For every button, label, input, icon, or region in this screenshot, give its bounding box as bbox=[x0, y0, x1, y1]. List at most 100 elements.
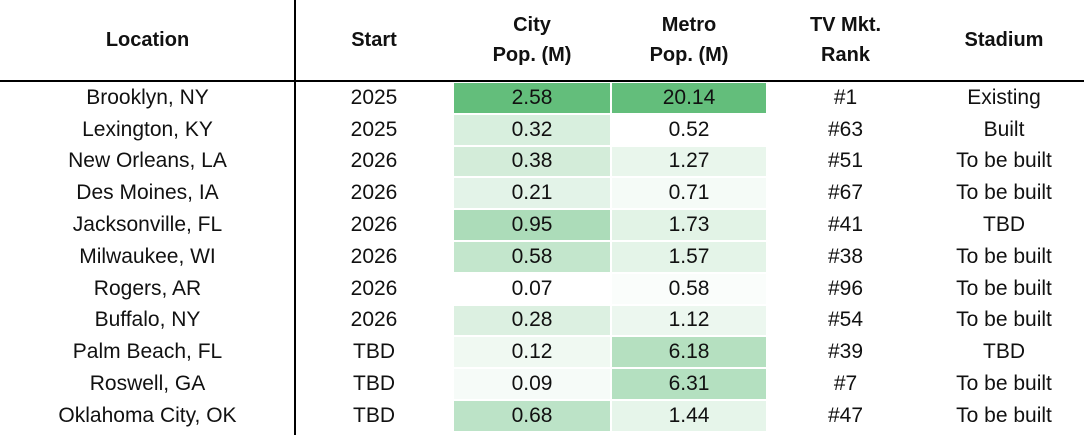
table-cell: 2026 bbox=[350, 244, 398, 268]
table-cell: 2025 bbox=[350, 85, 398, 109]
heat-fill bbox=[612, 369, 766, 399]
table-cell: #51 bbox=[827, 149, 864, 173]
table-cell: Rogers, AR bbox=[93, 276, 202, 300]
header-cell: TV Mkt. Rank bbox=[767, 0, 924, 80]
table-cell: #39 bbox=[827, 340, 864, 364]
table-cell: 6.18 bbox=[668, 340, 710, 364]
table-cell: To be built bbox=[956, 372, 1052, 396]
table-cell: Jacksonville, FL bbox=[72, 213, 223, 237]
table-cell: #67 bbox=[827, 181, 864, 205]
table-cell: Milwaukee, WI bbox=[79, 244, 216, 268]
table-cell: #96 bbox=[827, 276, 864, 300]
header-cell: Metro Pop. (M) bbox=[611, 0, 767, 80]
header-text: City bbox=[513, 14, 551, 36]
table-cell: 2026 bbox=[350, 213, 398, 237]
table-cell: Palm Beach, FL bbox=[72, 340, 223, 364]
table-cell: TBD bbox=[983, 213, 1025, 237]
heat-fill bbox=[612, 242, 766, 272]
table-cell: Roswell, GA bbox=[89, 372, 206, 396]
heat-fill bbox=[454, 242, 610, 272]
header-text: Metro bbox=[661, 14, 717, 36]
table-cell: 6.31 bbox=[668, 372, 710, 396]
heat-fill bbox=[454, 369, 610, 399]
heat-fill bbox=[612, 114, 766, 145]
table-cell: 1.57 bbox=[668, 244, 710, 268]
table-cell: 0.52 bbox=[668, 117, 710, 141]
table-cell: 0.38 bbox=[511, 149, 553, 173]
table-cell: 0.21 bbox=[511, 181, 553, 205]
table-cell: 20.14 bbox=[662, 85, 716, 109]
heat-fill bbox=[454, 337, 610, 368]
header-cell: City Pop. (M) bbox=[453, 0, 611, 80]
table-cell: #47 bbox=[827, 403, 864, 427]
header-cell: Location bbox=[0, 0, 295, 80]
table-cell: 1.44 bbox=[668, 403, 710, 427]
table-cell: 0.12 bbox=[511, 340, 553, 364]
table-cell: 0.71 bbox=[668, 181, 710, 205]
table-cell: 0.58 bbox=[668, 276, 710, 300]
table-cell: TBD bbox=[353, 403, 395, 427]
heat-fill bbox=[454, 178, 610, 209]
table-cell: Des Moines, IA bbox=[76, 181, 219, 205]
table-cell: 2026 bbox=[350, 276, 398, 300]
table-cell: To be built bbox=[956, 149, 1052, 173]
heat-fill bbox=[454, 114, 610, 145]
table-cell: Built bbox=[983, 117, 1025, 141]
heat-fill bbox=[612, 178, 766, 209]
table-cell: 1.73 bbox=[668, 213, 710, 237]
table-cell: Buffalo, NY bbox=[94, 308, 201, 332]
table-cell: #38 bbox=[827, 244, 864, 268]
table-cell: To be built bbox=[956, 181, 1052, 205]
table-cell: Existing bbox=[967, 85, 1041, 109]
table-cell: Lexington, KY bbox=[82, 117, 213, 141]
table-cell: #7 bbox=[833, 372, 858, 396]
heat-fill bbox=[454, 146, 610, 177]
table-cell: 0.95 bbox=[511, 213, 553, 237]
table-cell: 1.27 bbox=[668, 149, 710, 173]
header-text: TV Mkt. bbox=[809, 14, 882, 36]
table-cell: 0.58 bbox=[511, 244, 553, 268]
heat-fill bbox=[454, 401, 610, 431]
table-cell: 0.32 bbox=[511, 117, 553, 141]
table-cell: 0.68 bbox=[511, 403, 553, 427]
table-cell: To be built bbox=[956, 308, 1052, 332]
table-cell: #54 bbox=[827, 308, 864, 332]
heat-fill bbox=[454, 273, 610, 304]
header-text: Location bbox=[105, 29, 190, 51]
table-cell: Oklahoma City, OK bbox=[58, 403, 237, 427]
table-cell: 2026 bbox=[350, 308, 398, 332]
table-cell: To be built bbox=[956, 244, 1052, 268]
table-cell: TBD bbox=[353, 340, 395, 364]
heat-fill bbox=[612, 305, 766, 336]
table-cell: 0.07 bbox=[511, 276, 553, 300]
column-divider bbox=[294, 0, 296, 435]
header-cell: Start bbox=[295, 0, 453, 80]
heat-fill bbox=[454, 83, 610, 113]
header-text: Rank bbox=[821, 44, 870, 66]
table-cell: 0.09 bbox=[511, 372, 553, 396]
table-cell: #41 bbox=[827, 213, 864, 237]
table-cell: TBD bbox=[353, 372, 395, 396]
heat-fill bbox=[612, 83, 766, 113]
header-text: Pop. (M) bbox=[492, 44, 572, 66]
heat-fill bbox=[612, 401, 766, 431]
table-cell: 2025 bbox=[350, 117, 398, 141]
table-cell: 2026 bbox=[350, 149, 398, 173]
table-cell: 0.28 bbox=[511, 308, 553, 332]
table-cell: Brooklyn, NY bbox=[86, 85, 209, 109]
table-cell: 2.58 bbox=[511, 85, 553, 109]
heat-fill bbox=[612, 273, 766, 304]
header-text: Pop. (M) bbox=[649, 44, 729, 66]
table-cell: To be built bbox=[956, 276, 1052, 300]
table-cell: 1.12 bbox=[668, 308, 710, 332]
header-text: Stadium bbox=[964, 29, 1044, 51]
heat-fill bbox=[612, 337, 766, 368]
header-text: Start bbox=[351, 29, 397, 51]
table-cell: #63 bbox=[827, 117, 864, 141]
heat-fill bbox=[612, 146, 766, 177]
table-cell: To be built bbox=[956, 403, 1052, 427]
heat-fill bbox=[454, 305, 610, 336]
table-cell: 2026 bbox=[350, 181, 398, 205]
table-cell: TBD bbox=[983, 340, 1025, 364]
